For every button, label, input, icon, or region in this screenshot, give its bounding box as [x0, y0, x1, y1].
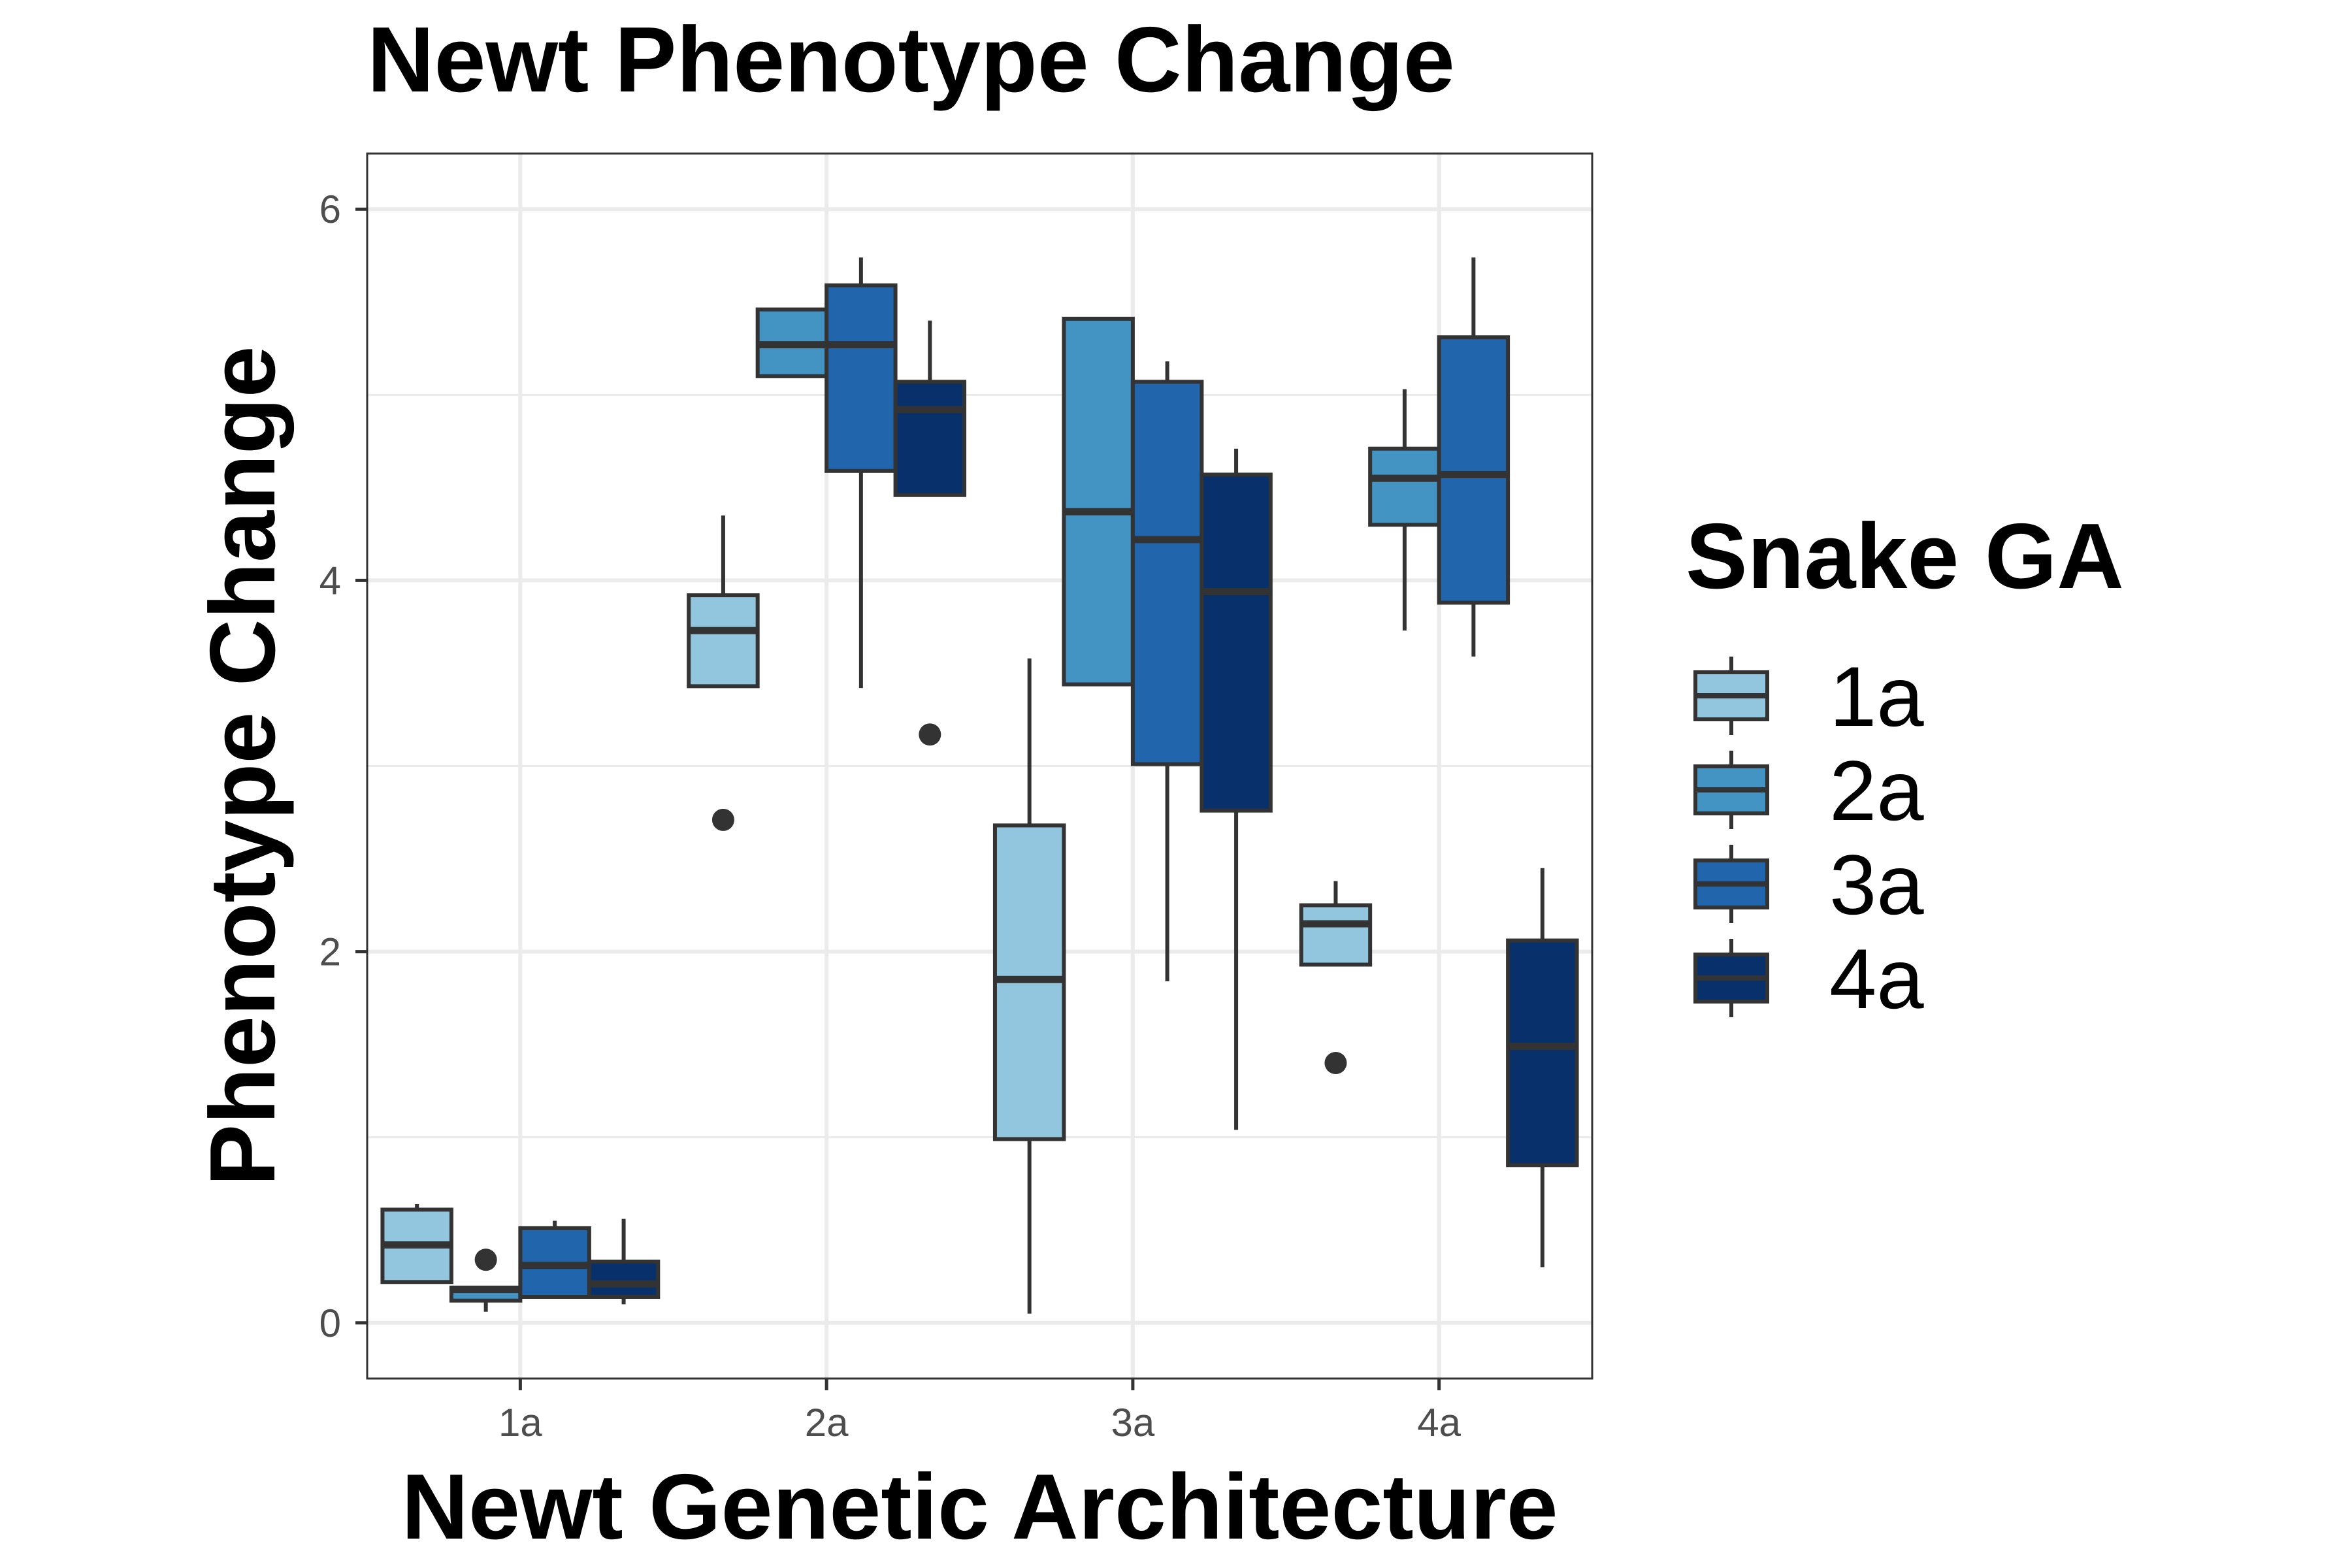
x-axis-title: Newt Genetic Architecture — [401, 1455, 1558, 1559]
outlier-point — [919, 723, 941, 746]
legend-label: 4a — [1829, 931, 1924, 1026]
outlier-point — [474, 1249, 497, 1271]
box-layer — [380, 257, 1579, 1314]
box-iqr — [825, 283, 898, 473]
box-iqr — [687, 593, 760, 689]
box-4a-at-4a — [1506, 868, 1579, 1267]
legend-label: 2a — [1829, 743, 1924, 838]
y-tick-label: 4 — [319, 559, 341, 602]
box-3a-at-1a — [518, 1220, 591, 1299]
box-iqr — [587, 1260, 661, 1299]
x-tick-label: 2a — [805, 1401, 849, 1445]
outlier-point — [711, 808, 734, 831]
box-2a-at-4a — [1368, 389, 1441, 631]
x-tick-labels: 1a 2a 3a 4a — [498, 1401, 1462, 1445]
box-iqr — [1506, 938, 1579, 1168]
y-axis-title: Phenotype Change — [191, 346, 295, 1186]
plot-area — [366, 152, 1593, 1380]
box-iqr — [1200, 472, 1273, 813]
legend-label: 1a — [1829, 649, 1924, 744]
y-tick-label: 6 — [319, 188, 341, 231]
box-4a-at-2a — [893, 320, 967, 746]
legend-key-3a: 3a — [1693, 837, 1924, 932]
box-1a-at-4a — [1299, 881, 1373, 1075]
box-iqr — [1437, 335, 1511, 605]
legend-label: 3a — [1829, 837, 1924, 932]
box-1a-at-1a — [380, 1203, 453, 1284]
box-iqr — [893, 380, 967, 497]
box-4a-at-3a — [1200, 448, 1273, 1130]
legend-key-2a: 2a — [1693, 743, 1924, 838]
box-4a-at-1a — [587, 1218, 661, 1305]
legend-key-1a: 1a — [1693, 649, 1924, 744]
y-tick-label: 2 — [319, 930, 341, 974]
y-tick-labels: 0 2 4 6 — [319, 188, 341, 1345]
legend-key-4a: 4a — [1693, 931, 1924, 1026]
box-1a-at-3a — [992, 658, 1066, 1314]
x-tick-label: 4a — [1417, 1401, 1461, 1445]
box-iqr — [1368, 446, 1441, 527]
box-2a-at-3a — [1062, 316, 1135, 687]
panel-border — [366, 152, 1593, 1380]
axis-ticks — [355, 207, 1441, 1390]
outlier-point — [1324, 1052, 1347, 1075]
box-iqr — [1130, 380, 1204, 766]
box-3a-at-4a — [1437, 257, 1511, 657]
box-iqr — [1299, 903, 1373, 967]
box-1a-at-2a — [687, 515, 760, 831]
y-tick-label: 0 — [319, 1301, 341, 1345]
box-iqr — [1062, 316, 1135, 687]
chart-title: Newt Phenotype Change — [367, 8, 1455, 112]
box-2a-at-2a — [755, 307, 829, 378]
x-tick-label: 3a — [1111, 1401, 1155, 1445]
box-3a-at-2a — [825, 257, 898, 689]
legend-title: Snake GA — [1686, 504, 2124, 608]
x-tick-label: 1a — [498, 1401, 542, 1445]
